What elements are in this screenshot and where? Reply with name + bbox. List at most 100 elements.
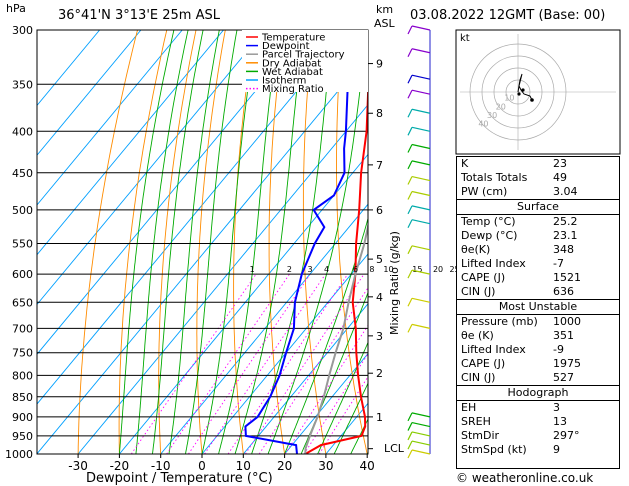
location-title: 36°41'N 3°13'E 25m ASL	[58, 8, 221, 23]
wind-barb-flag	[407, 269, 413, 279]
wet-adiabat-line	[333, 382, 368, 454]
lcl-label: LCL	[384, 442, 405, 455]
profile-series	[244, 30, 368, 454]
pressure-tick-label: 850	[12, 391, 33, 404]
temperature-tick-label: 20	[277, 459, 292, 473]
wind-barb	[411, 297, 431, 303]
wind-barb	[411, 160, 431, 166]
wind-barb-flag	[407, 89, 413, 99]
index-label: θe(K)	[461, 243, 491, 256]
index-value: 13	[553, 415, 567, 428]
mixing-ratio-label: 25	[449, 265, 459, 274]
temperature-tick-label: 10	[236, 459, 251, 473]
wind-barb	[411, 143, 431, 150]
wet-adiabat-line	[317, 341, 368, 454]
mixing-ratio-label: 1	[250, 265, 255, 274]
wind-barb	[411, 412, 431, 418]
asl-label: ASL	[374, 17, 396, 30]
wind-barbs	[407, 25, 431, 459]
temperature-tick-labels: -30 -20 -10 0 10 20 30 40	[68, 454, 375, 473]
index-row: StmDir 297°	[457, 429, 619, 443]
wind-barb-flag	[407, 449, 413, 459]
legend-label: Wet Adiabat	[262, 67, 323, 78]
mixing-ratio-label: 3	[307, 265, 312, 274]
wind-barb	[411, 421, 431, 428]
isotherm-line	[160, 203, 368, 454]
index-row: θe (K) 351	[457, 329, 619, 343]
index-row: CAPE (J) 1521	[457, 271, 619, 285]
mixing-ratio-line	[130, 273, 257, 454]
wind-barb-flag	[407, 176, 413, 185]
isotherm-line	[284, 352, 368, 454]
wind-barb-flag	[407, 205, 413, 215]
index-row: Pressure (mb) 1000	[457, 315, 619, 329]
most-unstable-header: Most Unstable	[457, 299, 619, 315]
index-row: PW (cm) 3.04	[457, 185, 619, 199]
series-line-temperature	[304, 75, 368, 454]
index-row: CIN (J) 636	[457, 285, 619, 299]
dry-adiabat-line	[233, 30, 256, 454]
km-tick-label: 9	[376, 58, 383, 71]
index-row: Temp (°C) 25.2	[457, 215, 619, 229]
index-label: CAPE (J)	[461, 271, 506, 284]
wind-barb-flag	[407, 422, 413, 431]
pressure-tick-label: 700	[12, 322, 33, 335]
hpa-label: hPa	[6, 2, 26, 15]
pressure-tick-label: 550	[12, 237, 33, 250]
index-label: Temp (°C)	[461, 215, 516, 228]
index-label: Totals Totals	[461, 171, 528, 184]
index-label: Lifted Index	[461, 343, 526, 356]
km-tick-label: 1	[376, 411, 383, 424]
pressure-tick-label: 900	[12, 411, 33, 424]
temperature-tick-label: 30	[318, 459, 333, 473]
index-label: Pressure (mb)	[461, 315, 538, 328]
wind-barb-flag	[407, 48, 413, 57]
index-value: 3	[553, 401, 560, 414]
index-value: 23	[553, 157, 567, 170]
pressure-tick-label: 750	[12, 347, 33, 360]
index-label: StmSpd (kt)	[461, 443, 527, 456]
pressure-tick-label: 350	[12, 78, 33, 91]
index-label: SREH	[461, 415, 491, 428]
isotherm-line	[37, 54, 368, 454]
wet-adiabat-line	[118, 30, 175, 454]
wind-barb-flag	[407, 144, 413, 153]
index-row: Dewp (°C) 23.1	[457, 229, 619, 243]
wind-barb-flag	[407, 324, 413, 333]
km-tick-labels: 1 2 3 4 5 6 7 8 9	[368, 58, 383, 450]
mixing-ratio-line	[245, 273, 365, 454]
mixing-ratio-label: 15	[412, 265, 422, 274]
isotherm-line	[37, 30, 100, 107]
index-value: 348	[553, 243, 574, 256]
pressure-tick-label: 500	[12, 204, 33, 217]
pressure-tick-label: 800	[12, 369, 33, 382]
wet-adiabat-line	[135, 30, 189, 454]
index-row: StmSpd (kt) 9	[457, 443, 619, 457]
km-tick-label: 4	[376, 291, 383, 304]
surface-header: Surface	[457, 199, 619, 215]
mixing-ratio-line	[258, 287, 368, 454]
wind-barb	[411, 175, 431, 182]
index-value: 9	[553, 443, 560, 456]
wind-barb-flag	[407, 245, 413, 255]
wind-barb-flag	[407, 160, 413, 170]
isotherm-line	[201, 253, 368, 454]
isotherm-line	[37, 30, 266, 306]
index-row: Totals Totals 49	[457, 171, 619, 185]
hodograph-header: Hodograph	[457, 385, 619, 401]
isotherm-line	[242, 303, 368, 454]
index-label: StmDir	[461, 429, 500, 442]
index-value: 49	[553, 171, 567, 184]
hodograph-trace	[517, 73, 533, 101]
legend-label: Dry Adiabat	[262, 58, 321, 69]
series-line-parcel-trajectory	[304, 221, 368, 454]
legend-label: Mixing Ratio	[262, 84, 324, 95]
hodograph-ring-label: 40	[478, 120, 488, 129]
wind-barb	[411, 440, 431, 446]
pressure-tick-label: 1000	[5, 448, 33, 461]
wind-barb-flag	[407, 191, 413, 200]
index-value: 23.1	[553, 229, 578, 242]
x-axis-label: Dewpoint / Temperature (°C)	[86, 471, 273, 486]
hodograph-ring-label: 10	[504, 94, 514, 103]
